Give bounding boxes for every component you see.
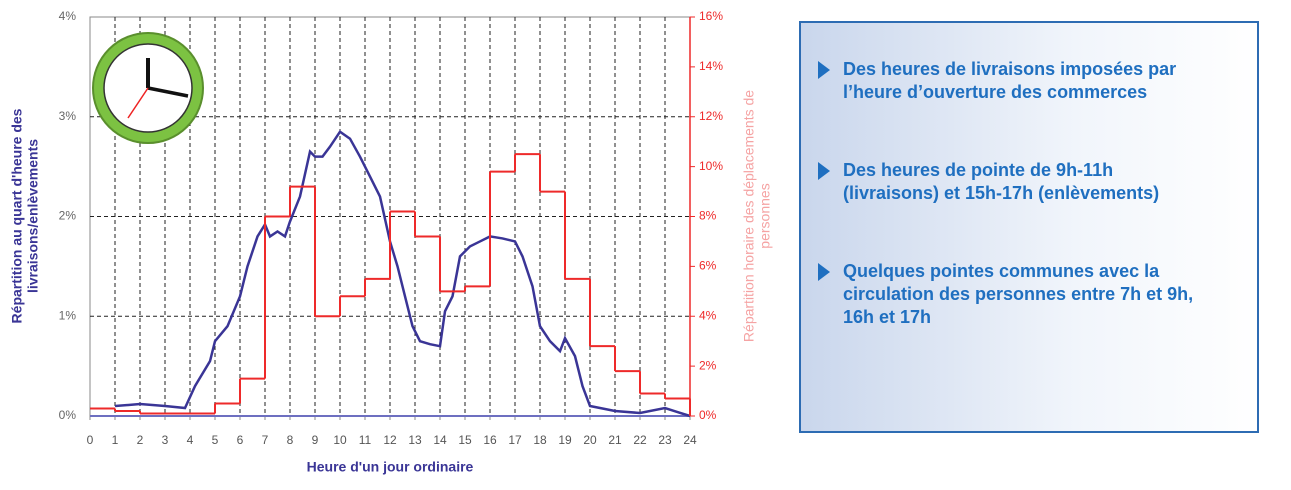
x-tick-label: 23 <box>658 433 672 447</box>
x-tick-label: 9 <box>312 433 319 447</box>
x-tick-label: 16 <box>483 433 497 447</box>
x-tick-label: 7 <box>262 433 269 447</box>
bullet-arrow <box>818 61 830 79</box>
y-tick-label: 2% <box>59 209 77 223</box>
x-tick-label: 18 <box>533 433 547 447</box>
line-series <box>114 129 691 418</box>
y-tick-label: 0% <box>59 408 77 422</box>
x-tick-label: 22 <box>633 433 647 447</box>
x-tick-label: 21 <box>608 433 622 447</box>
y-tick-label: 3% <box>59 109 77 123</box>
x-tick-label: 17 <box>508 433 522 447</box>
x-tick-label: 8 <box>287 433 294 447</box>
bullet-text: Quelques pointes communes avec la <box>843 261 1160 281</box>
y-axis-title: Répartition au quart d'heure des <box>9 108 25 323</box>
x-tick-label: 19 <box>558 433 572 447</box>
y2-tick-label: 0% <box>699 408 717 422</box>
x-tick-label: 6 <box>237 433 244 447</box>
text-panel <box>799 21 1259 433</box>
x-tick-label: 10 <box>333 433 347 447</box>
bullet-text: circulation des personnes entre 7h et 9h… <box>843 284 1193 304</box>
x-tick-label: 2 <box>137 433 144 447</box>
x-tick-label: 5 <box>212 433 219 447</box>
y2-axis-title: Répartition horaire des déplacements de <box>741 90 757 342</box>
x-tick-label: 24 <box>683 433 697 447</box>
y2-tick-label: 16% <box>699 9 723 23</box>
x-tick-label: 0 <box>87 433 94 447</box>
y2-tick-label: 8% <box>699 209 717 223</box>
x-tick-label: 11 <box>359 433 372 447</box>
x-tick-label: 20 <box>583 433 597 447</box>
y2-tick-label: 14% <box>699 59 723 73</box>
y2-axis-title: personnes <box>757 183 773 248</box>
y2-tick-label: 10% <box>699 159 723 173</box>
x-tick-label: 1 <box>112 433 119 447</box>
x-tick-label: 13 <box>408 433 422 447</box>
x-axis-title: Heure d'un jour ordinaire <box>307 459 474 475</box>
bullet-arrow <box>818 263 830 281</box>
bullet-text: l’heure d’ouverture des commerces <box>843 82 1147 102</box>
x-tick-label: 3 <box>162 433 169 447</box>
bullet-text: Des heures de pointe de 9h-11h <box>843 160 1113 180</box>
x-tick-label: 4 <box>187 433 194 447</box>
bullet-text: (livraisons) et 15h-17h (enlèvements) <box>843 183 1159 203</box>
bullet-text: Des heures de livraisons imposées par <box>843 59 1176 79</box>
y-tick-label: 1% <box>59 308 77 322</box>
x-tick-label: 14 <box>433 433 447 447</box>
x-tick-label: 12 <box>383 433 397 447</box>
bullet-text: 16h et 17h <box>843 307 931 327</box>
y-tick-label: 4% <box>59 9 77 23</box>
y2-tick-label: 12% <box>699 109 723 123</box>
clock-icon <box>92 32 204 144</box>
y2-tick-label: 6% <box>699 259 717 273</box>
x-tick-label: 15 <box>458 433 472 447</box>
bullet-arrow <box>818 162 830 180</box>
y-axis-title: livraisons/enlèvements <box>25 139 41 293</box>
y2-tick-label: 2% <box>699 358 717 372</box>
y2-tick-label: 4% <box>699 308 717 322</box>
